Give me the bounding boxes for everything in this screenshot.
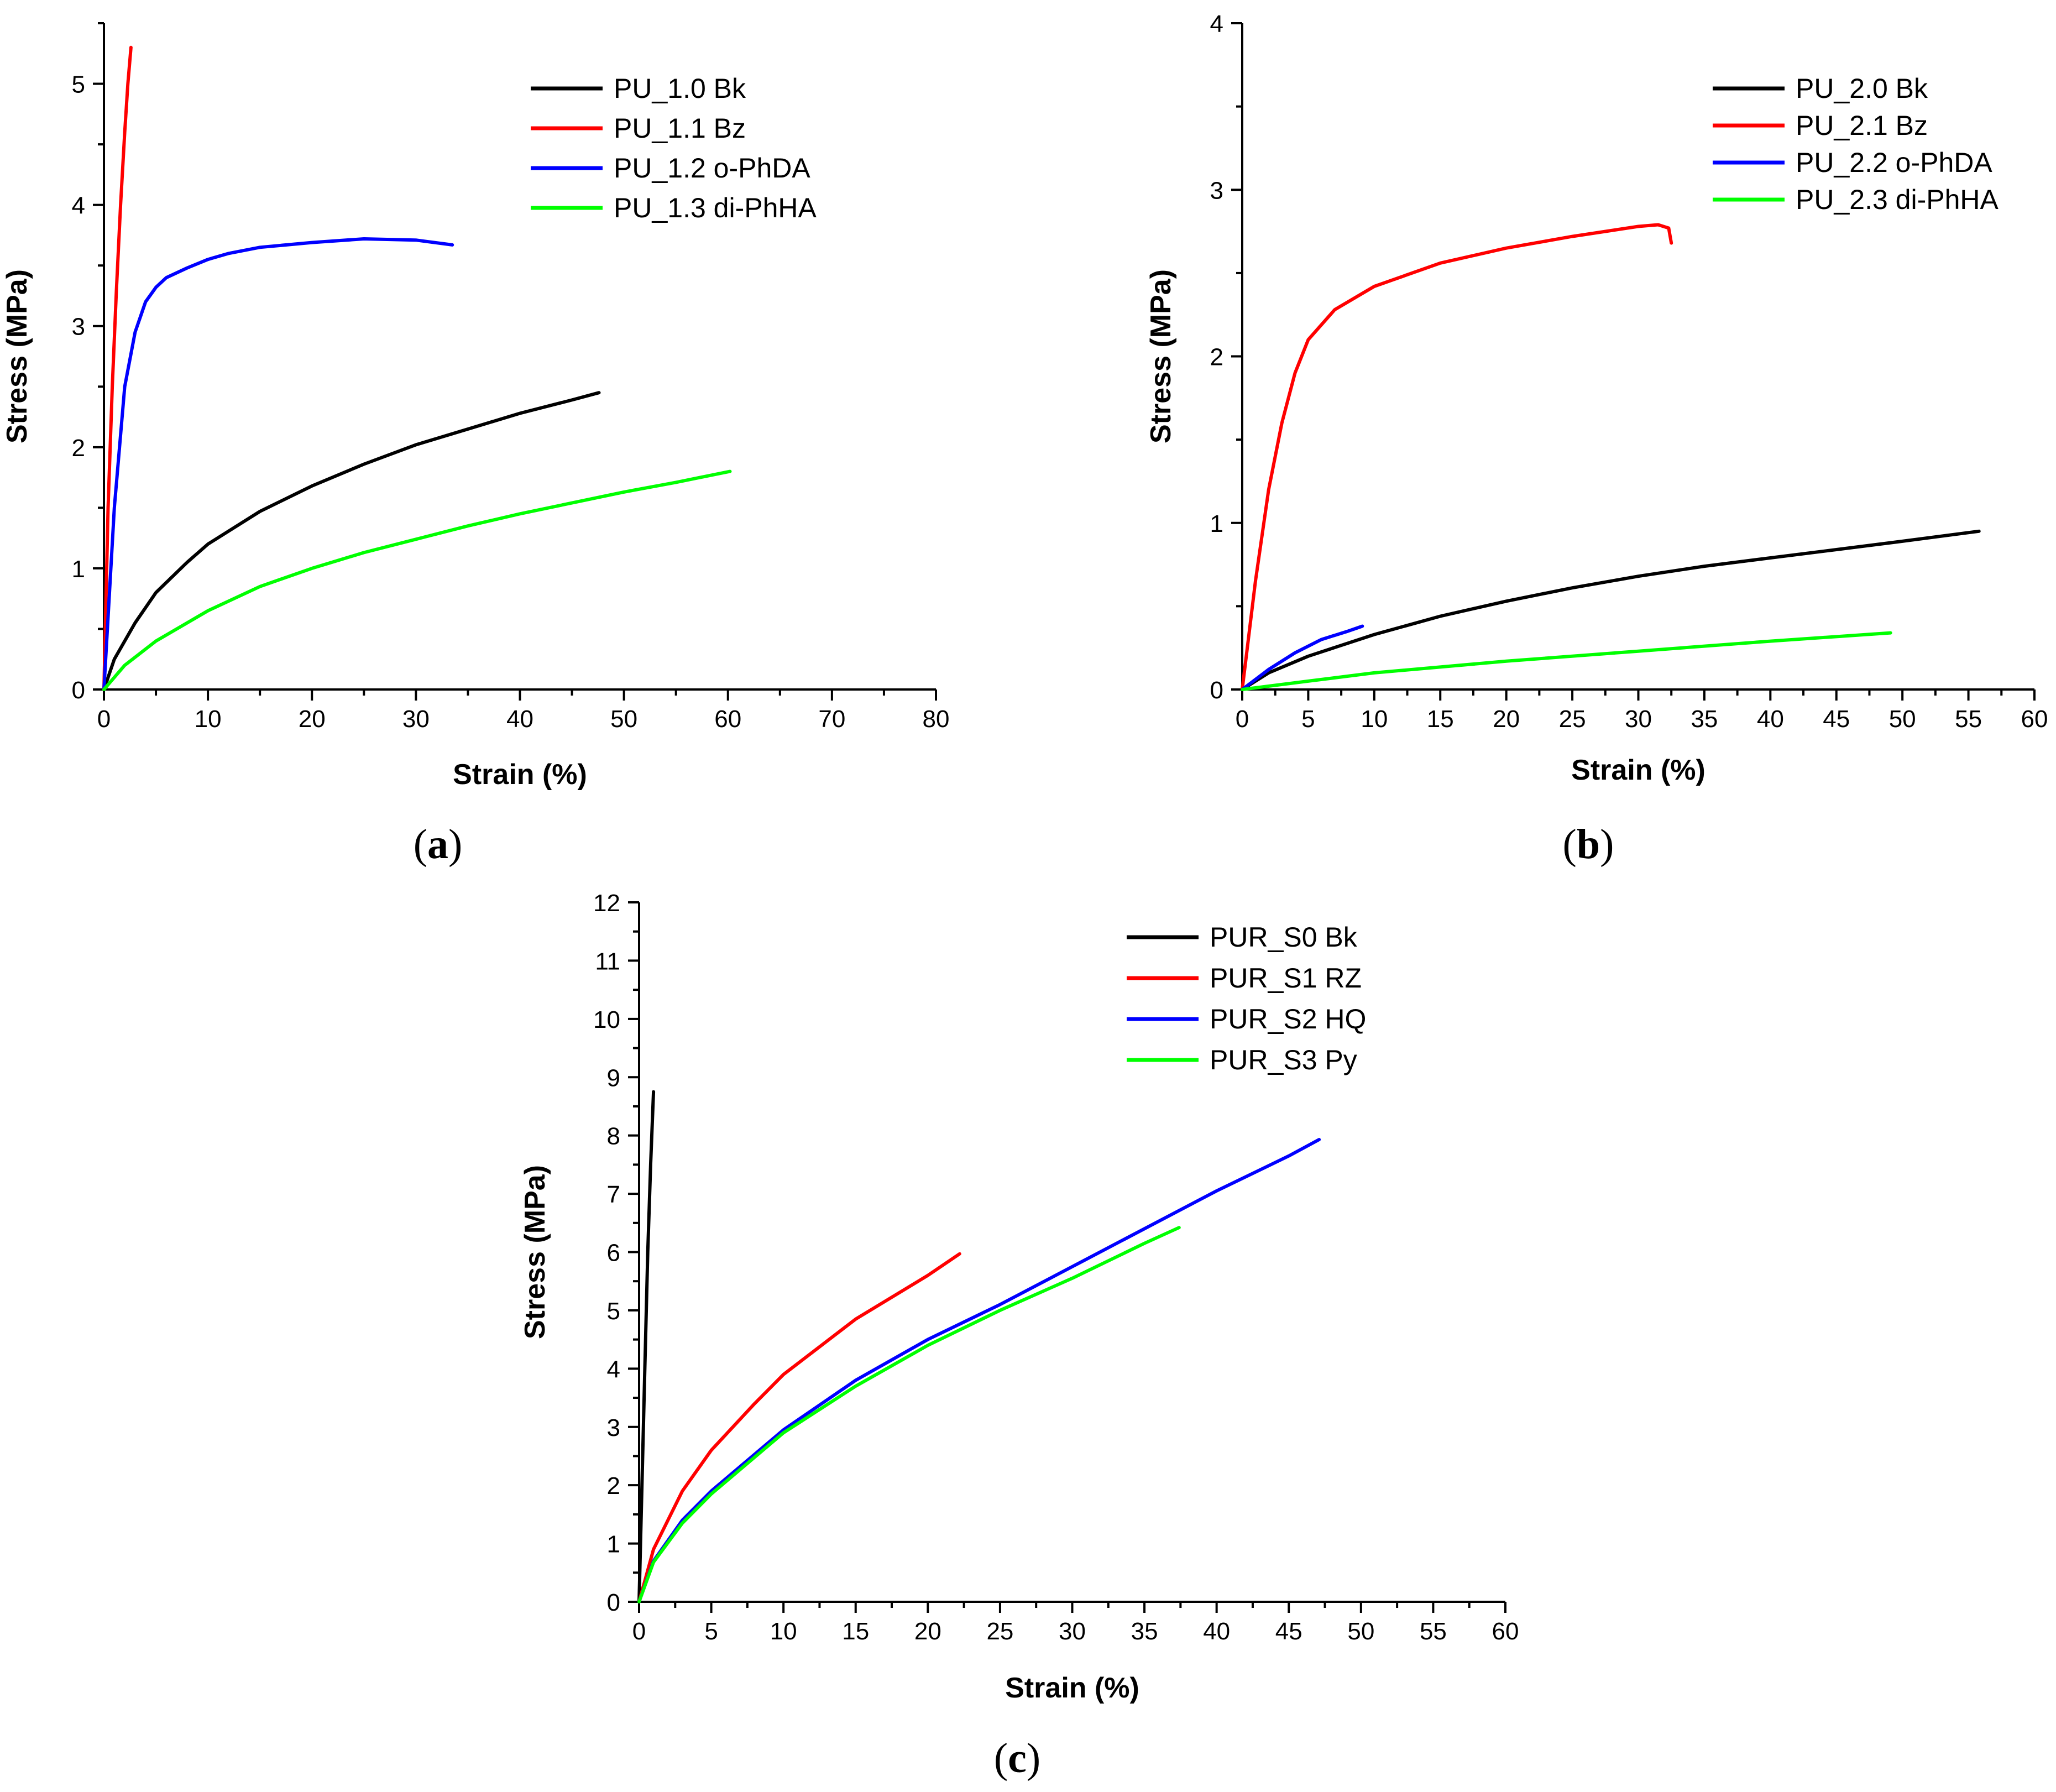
x-tick-label: 25 [986,1618,1013,1645]
y-tick-label: 12 [593,890,620,917]
x-tick-label: 30 [1625,706,1652,733]
y-tick-label: 9 [607,1064,620,1091]
series-line-pu-2-1-bz [1241,223,1673,691]
x-tick-label: 0 [1236,706,1249,733]
chart-panel-3: 0 5 10 15 20 25 30 35 40 45 50 55 600123456789101112… [519,890,1519,1781]
x-tick-label: 30 [402,706,430,733]
y-tick-label: 3 [72,314,85,341]
x-tick-label: 20 [1493,706,1520,733]
series-line-pur-s2-hq [637,1138,1321,1603]
series-line-pu-1-3-di-phha [102,469,732,691]
y-tick-label: 8 [607,1123,620,1150]
y-tick-label: 0 [607,1589,620,1616]
y-axis-title: Stress (MPa) [1145,269,1177,443]
panel-label: (b) [1563,821,1614,868]
y-tick-label: 6 [607,1240,620,1267]
x-tick-label: 40 [1757,706,1784,733]
x-tick-label: 10 [1361,706,1388,733]
y-tick-label: 0 [72,677,85,704]
x-tick-label: 35 [1691,706,1718,733]
x-tick-label: 45 [1275,1618,1302,1645]
legend-label: PUR_S3 Py [1210,1044,1357,1075]
y-axis-title: Stress (MPa) [519,1165,551,1339]
x-tick-label: 45 [1823,706,1850,733]
legend-label: PU_2.0 Bk [1796,73,1928,104]
legend: PU_1.0 Bk PU_1.1 Bz PU_1.2 o-PhDA PU_1.3 di… [531,73,817,223]
x-tick-label: 15 [842,1618,869,1645]
y-tick-label: 4 [607,1356,620,1383]
series-line-pu-2-3-di-phha [1241,631,1892,691]
legend-label: PU_2.3 di-PhHA [1796,184,1999,215]
y-tick-label: 2 [1210,344,1223,371]
x-tick-label: 20 [914,1618,941,1645]
legend-label: PUR_S2 HQ [1210,1004,1366,1035]
series-line-pu-1-2-o-phda [102,237,454,691]
series-line-pu-2-2-o-phda [1241,624,1364,691]
legend: PUR_S0 Bk PUR_S1 RZ PUR_S2 HQ PUR_S3 Py [1127,922,1366,1075]
legend-label: PU_1.0 Bk [614,73,746,104]
x-tick-label: 0 [97,706,111,733]
legend-label: PU_1.2 o-PhDA [614,153,810,184]
y-tick-label: 4 [72,192,85,220]
x-tick-label: 15 [1427,706,1454,733]
x-tick-label: 60 [2021,706,2048,733]
x-tick-label: 50 [610,706,637,733]
legend-label: PUR_S0 Bk [1210,922,1358,953]
y-tick-label: 3 [607,1414,620,1441]
y-tick-label: 1 [607,1531,620,1558]
x-tick-label: 40 [1203,1618,1230,1645]
x-tick-label: 70 [818,706,845,733]
x-tick-label: 55 [1420,1618,1447,1645]
legend-label: PU_1.1 Bz [614,113,746,144]
y-tick-label: 1 [72,556,85,583]
x-tick-label: 5 [1301,706,1315,733]
y-tick-label: 2 [72,435,85,462]
y-tick-label: 1 [1210,510,1223,537]
x-tick-label: 35 [1131,1618,1158,1645]
x-tick-label: 10 [770,1618,797,1645]
panel-label: (c) [994,1735,1040,1781]
x-tick-label: 40 [506,706,533,733]
y-tick-label: 10 [593,1006,620,1033]
legend-label: PU_2.1 Bz [1796,110,1928,141]
x-tick-label: 60 [714,706,741,733]
y-tick-label: 2 [607,1472,620,1500]
y-axis-title: Stress (MPa) [1,269,33,443]
x-tick-label: 0 [632,1618,646,1645]
panel-label: (a) [414,821,463,868]
x-tick-label: 60 [1492,1618,1519,1645]
series-line-pur-s3-py [637,1226,1181,1603]
y-tick-label: 3 [1210,177,1223,204]
series-line-pu-1-0-bk [102,391,601,691]
y-tick-label: 5 [72,71,85,98]
x-axis-title: Strain (%) [1005,1672,1139,1704]
series-line-pu-1-1-bz [102,45,133,691]
x-tick-label: 20 [299,706,326,733]
x-tick-label: 50 [1347,1618,1374,1645]
y-tick-label: 4 [1210,11,1223,38]
x-tick-label: 30 [1059,1618,1086,1645]
legend-label: PU_2.2 o-PhDA [1796,147,1992,178]
x-tick-label: 25 [1559,706,1586,733]
y-tick-label: 7 [607,1181,620,1208]
series-line-pu-2-0-bk [1241,529,1981,691]
x-tick-label: 55 [1955,706,1982,733]
legend-label: PU_1.3 di-PhHA [614,192,817,223]
x-tick-label: 50 [1889,706,1916,733]
series-line-pur-s1-rz [637,1252,961,1603]
y-tick-label: 5 [607,1298,620,1325]
x-axis-title: Strain (%) [1571,754,1706,786]
x-tick-label: 5 [704,1618,718,1645]
x-tick-label: 80 [923,706,950,733]
legend: PU_2.0 Bk PU_2.1 Bz PU_2.2 o-PhDA PU_2.3 di… [1713,73,1999,215]
y-tick-label: 0 [1210,677,1223,704]
chart-panel-2: 0 5 10 15 20 25 30 35 40 45 50 55 60 0 1 2 3 4 Strain (%) S… [1145,11,2048,868]
x-tick-label: 10 [195,706,222,733]
y-tick-label: 11 [595,948,620,975]
series-line-pur-s0-bk [637,1090,656,1603]
chart-panel-1: 0 10 20 30 40 50 60 70 80 0 1 2 3 4 5 Strain (%) Stress … [1,22,950,868]
legend-label: PUR_S1 RZ [1210,963,1362,994]
x-axis-title: Strain (%) [453,759,587,791]
